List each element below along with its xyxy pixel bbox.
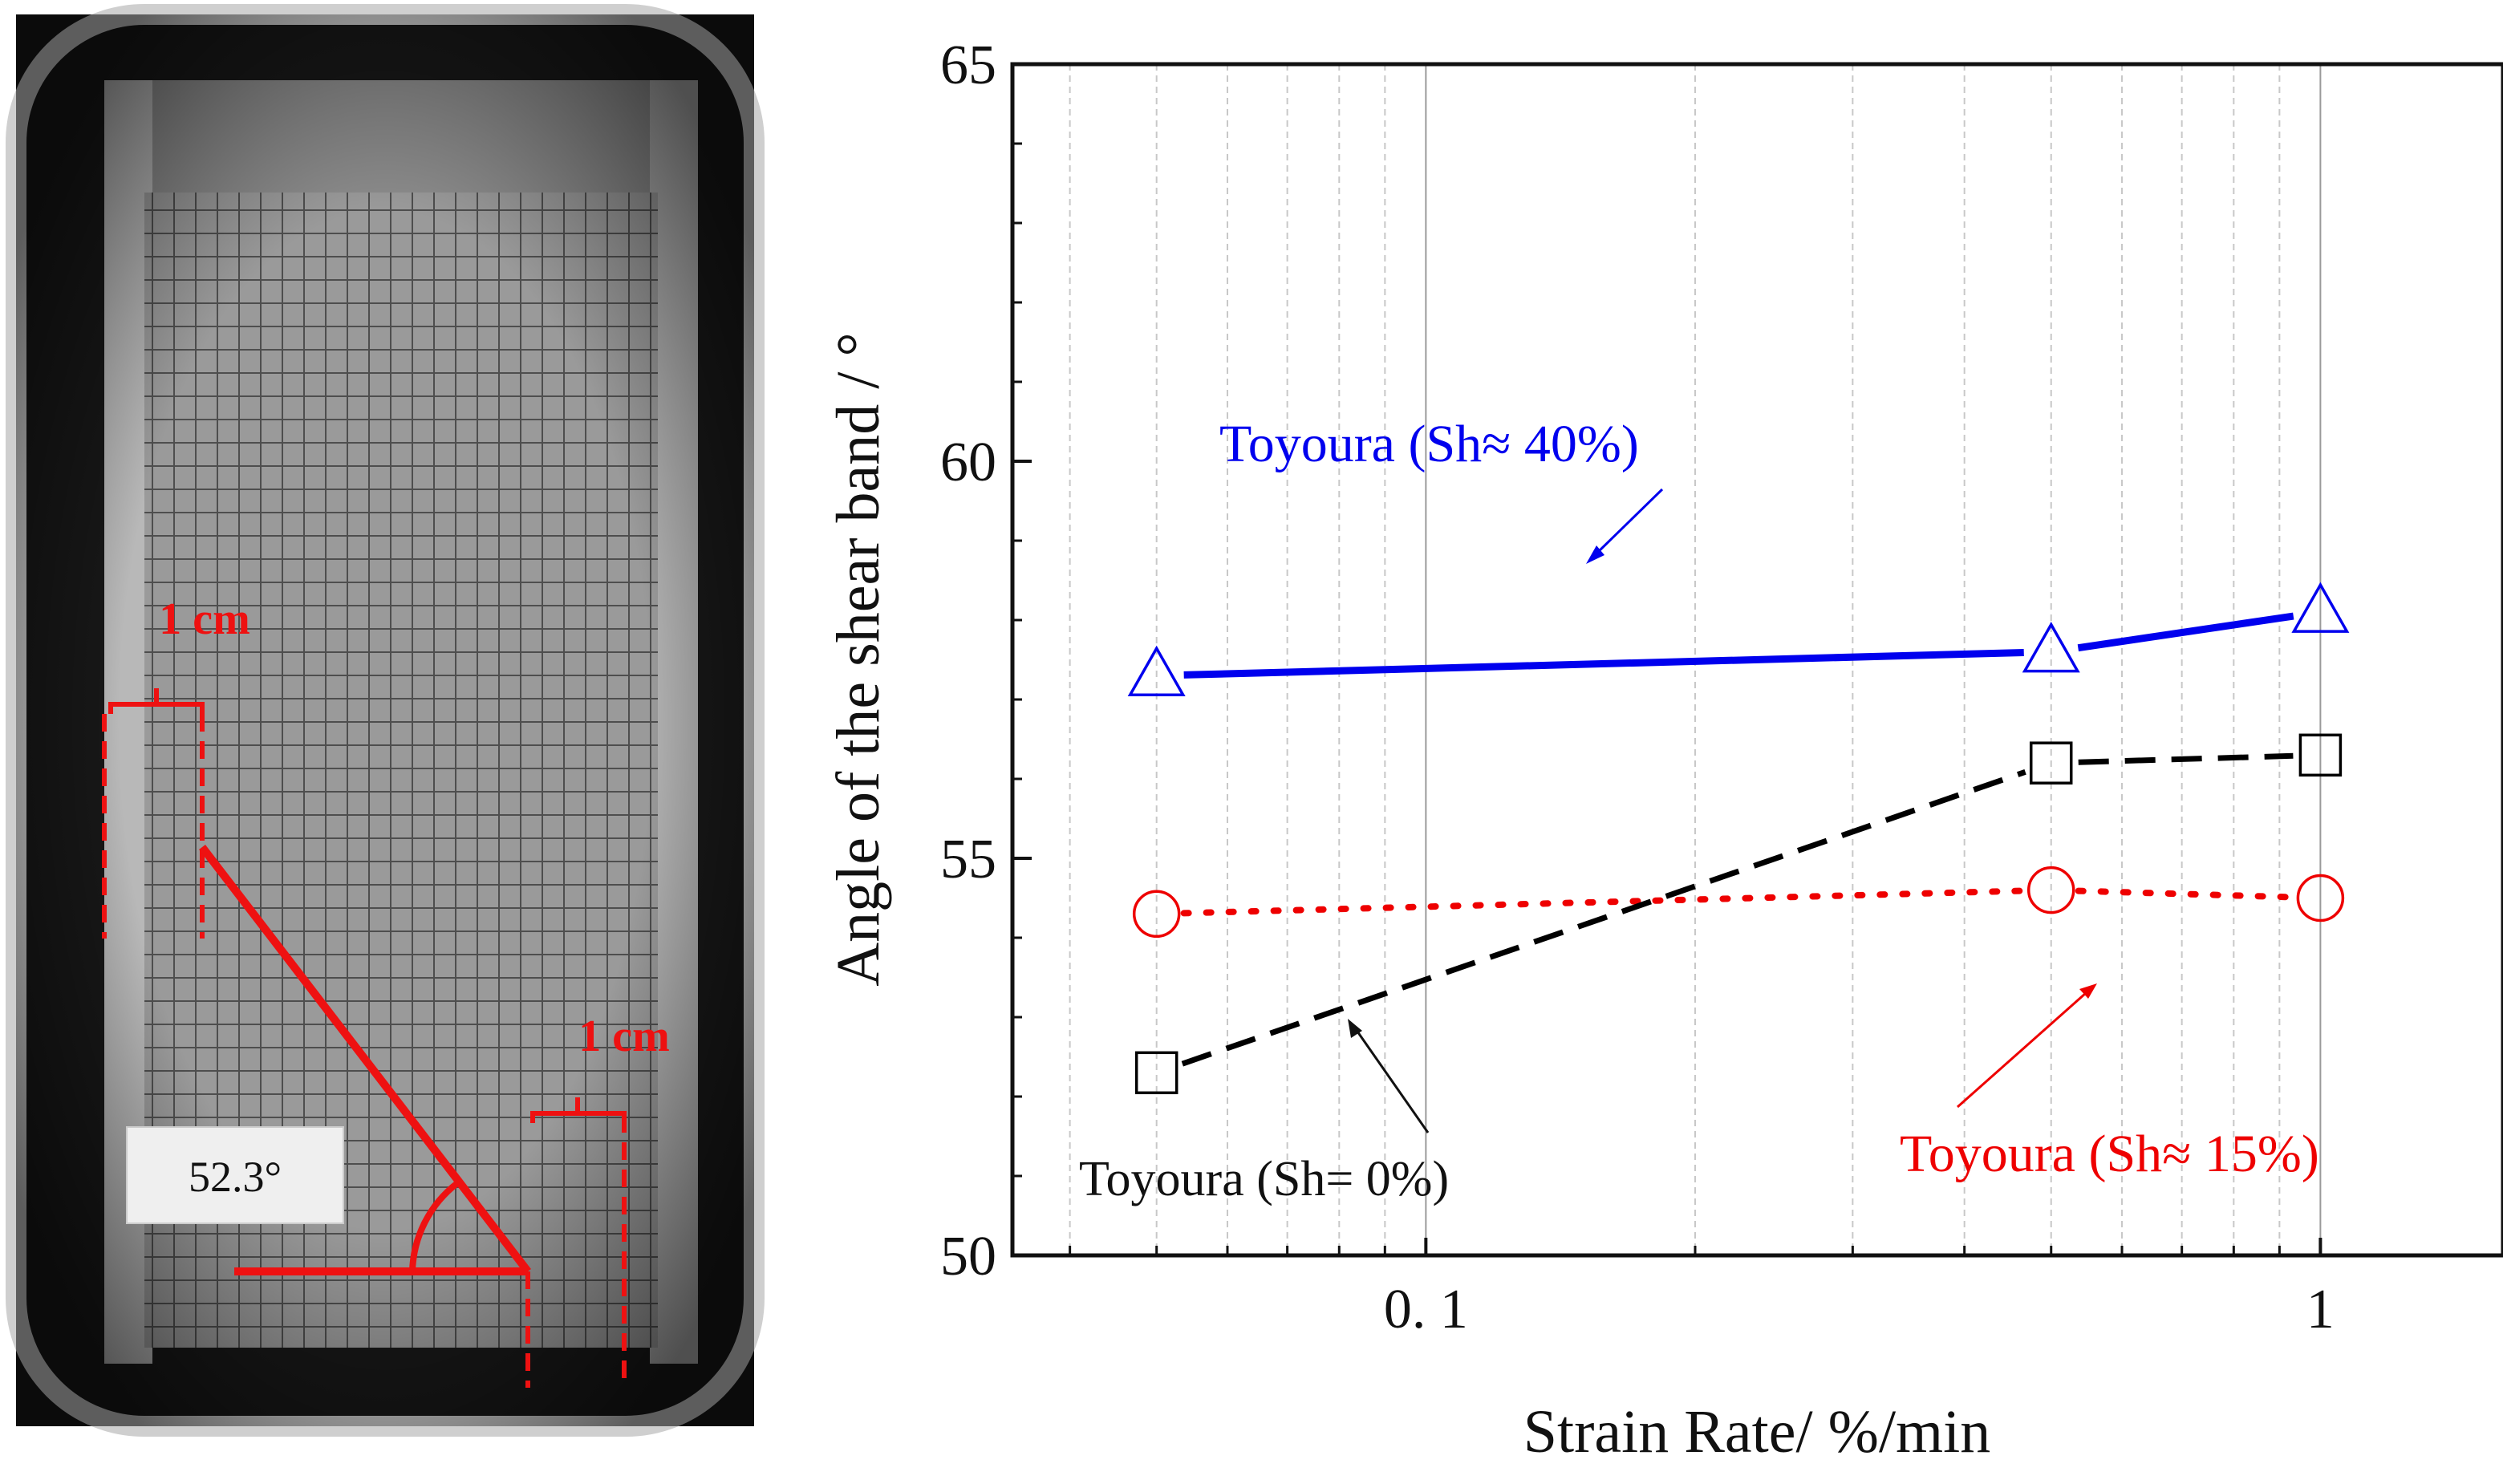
scale-label-top: 1 cm [159,594,250,644]
plot-frame [1010,62,2503,1258]
data-point-circle [1132,890,1181,939]
data-point-square [2298,733,2343,777]
series-line-segment [2077,612,2294,652]
data-point-circle [2296,874,2345,922]
y-tick-label: 55 [940,829,996,890]
angle-label-box [126,1126,344,1224]
x-tick-label: 0. 1 [1384,1279,1468,1340]
series-sh15 [1132,866,2345,939]
axes: 0. 1 1 50 55 60 65 [940,34,2335,1340]
y-tick-label: 60 [940,432,996,493]
series-line-segment [1183,649,2024,679]
data-point-circle [2026,866,2075,914]
series-sh40 [1127,582,2350,697]
series-label-sh15: Toyoura (Sh≈ 15%) [1900,1125,2319,1183]
data-series [1127,582,2350,1095]
angle-label: 52.3° [189,1153,282,1201]
data-point-triangle [2291,582,2350,633]
data-point-triangle [2022,622,2080,673]
scale-label-bottom: 1 cm [578,1012,670,1061]
series-sh0 [1134,733,2343,1095]
y-tick-label: 50 [940,1226,996,1287]
series-line-segment [1181,769,2026,1067]
series-line-segment [2075,887,2297,901]
data-point-square [1134,1051,1178,1095]
y-tick-label: 65 [940,34,996,96]
angle-annotation [102,688,627,1388]
y-axis-title: Angle of the shear band / ° [825,332,892,986]
callout-arrows [1348,488,2097,1133]
data-point-square [2029,741,2073,785]
x-tick-label: 1 [2306,1279,2335,1340]
series-label-sh40: Toyoura (Sh≈ 40%) [1219,415,1639,473]
series-line-segment [2078,752,2294,765]
data-point-triangle [1127,645,1186,697]
series-line-segment [1180,887,2027,917]
x-axis-title: Strain Rate/ %/min [1523,1398,1991,1466]
series-label-sh0: Toyoura (Sh= 0%) [1079,1152,1449,1206]
grid-lines [1069,64,2322,1255]
